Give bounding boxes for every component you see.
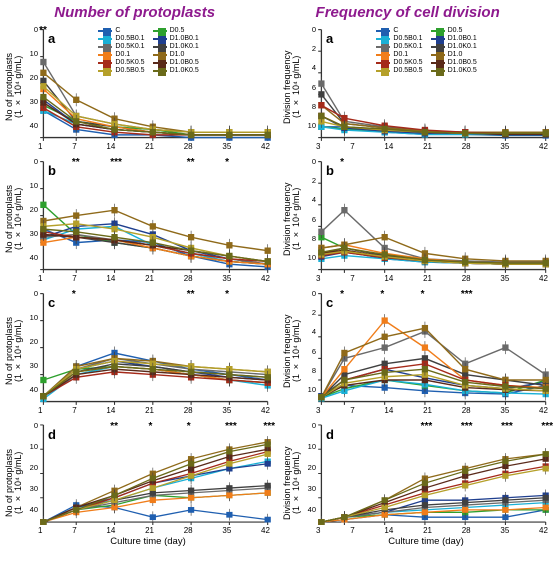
y-axis-label: No of protoplasts (1 × 10⁴ g/mL) — [4, 23, 24, 151]
chart-legend: C D0.5 D0.5B0.1 D1.0B0.1 D0.5K0.1 D1.0K0.1 D0.… — [376, 27, 476, 75]
legend-label: D0.5B0.1 — [393, 35, 422, 43]
legend-label: D0.5K0.5 — [393, 59, 422, 67]
x-tick-labels: 171421283542 — [24, 274, 272, 283]
y-axis-label: Division frequency (1 × 10⁴ g/mL) — [282, 287, 302, 415]
legend-label: D1.0B0.5 — [448, 59, 477, 67]
panel-label: a — [326, 31, 333, 46]
chart-panel: No of protoplasts (1 × 10⁴ g/mL) 4030201… — [4, 287, 272, 415]
legend-label: C — [393, 27, 398, 35]
legend-label: D1.0 — [170, 51, 185, 59]
x-axis-label: Culture time (day) — [302, 536, 550, 547]
chart-legend: C D0.5 D0.5B0.1 D1.0B0.1 D0.5K0.1 D1.0K0.1 D0.… — [98, 27, 198, 75]
legend-label: D0.5B0.5 — [115, 67, 144, 75]
y-axis-label: Division frequency (1 × 10⁴ g/mL) — [282, 419, 302, 547]
x-tick-labels: 171421283542 — [24, 142, 272, 151]
y-axis-label: Division frequency (1 × 10⁴ g/mL) — [282, 155, 302, 283]
legend-label: D0.5 — [448, 27, 463, 35]
y-axis-label: No of protoplasts (1 × 10⁴ g/mL) — [4, 419, 24, 547]
chart-panel: Division frequency (1 × 10⁴ g/mL) 403020… — [282, 419, 550, 547]
legend-label: D0.1 — [393, 51, 408, 59]
legend-label: D1.0 — [448, 51, 463, 59]
x-axis-label: Culture time (day) — [24, 536, 272, 547]
y-axis-label: No of protoplasts (1 × 10⁴ g/mL) — [4, 287, 24, 415]
legend-label: D1.0B0.5 — [170, 59, 199, 67]
panel-label: d — [326, 427, 334, 442]
chart-panel: Division frequency (1 × 10⁴ g/mL) 108642… — [282, 23, 550, 151]
chart-panel: No of protoplasts (1 × 10⁴ g/mL) 4030201… — [4, 155, 272, 283]
y-axis-label: Division frequency (1 × 10⁴ g/mL) — [282, 23, 302, 151]
column-title-left: Number of protoplasts — [54, 4, 215, 21]
panel-label: a — [48, 31, 55, 46]
panel-label: c — [48, 295, 55, 310]
panel-label: d — [48, 427, 56, 442]
x-tick-labels: 171421283542 — [24, 406, 272, 415]
panel-label: b — [48, 163, 56, 178]
legend-label: D1.0K0.5 — [448, 67, 477, 75]
panel-label: c — [326, 295, 333, 310]
chart-grid: No of protoplasts (1 × 10⁴ g/mL) 4030201… — [4, 23, 550, 547]
legend-label: D0.1 — [115, 51, 130, 59]
x-tick-labels: 371421283542 — [302, 526, 550, 535]
legend-label: D0.5K0.5 — [115, 59, 144, 67]
legend-label: D0.5K0.1 — [393, 43, 422, 51]
legend-label: D1.0K0.5 — [170, 67, 199, 75]
chart-panel: Division frequency (1 × 10⁴ g/mL) 108642… — [282, 155, 550, 283]
legend-label: D0.5K0.1 — [115, 43, 144, 51]
chart-panel: Division frequency (1 × 10⁴ g/mL) 108642… — [282, 287, 550, 415]
legend-label: D1.0B0.1 — [170, 35, 199, 43]
y-axis-label: No of protoplasts (1 × 10⁴ g/mL) — [4, 155, 24, 283]
legend-label: D1.0B0.1 — [448, 35, 477, 43]
legend-label: D1.0K0.1 — [170, 43, 199, 51]
legend-label: D0.5B0.5 — [393, 67, 422, 75]
x-tick-labels: 371421283542 — [302, 274, 550, 283]
column-title-right: Frequency of cell division — [316, 4, 500, 21]
legend-label: C — [115, 27, 120, 35]
x-tick-labels: 371421283542 — [302, 142, 550, 151]
x-tick-labels: 371421283542 — [302, 406, 550, 415]
panel-label: b — [326, 163, 334, 178]
chart-panel: No of protoplasts (1 × 10⁴ g/mL) 4030201… — [4, 23, 272, 151]
legend-label: D0.5 — [170, 27, 185, 35]
legend-label: D1.0K0.1 — [448, 43, 477, 51]
legend-label: D0.5B0.1 — [115, 35, 144, 43]
chart-panel: No of protoplasts (1 × 10⁴ g/mL) 4030201… — [4, 419, 272, 547]
x-tick-labels: 171421283542 — [24, 526, 272, 535]
